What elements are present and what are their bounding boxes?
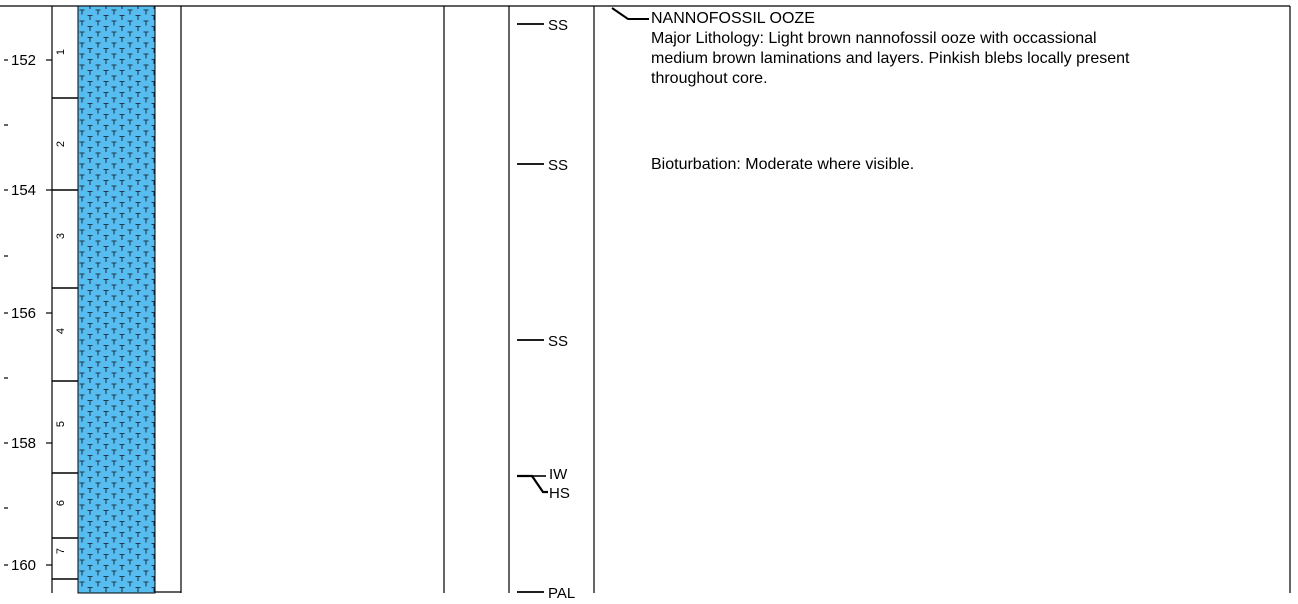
section-number-4: 4	[55, 328, 67, 334]
depth-label-156: 156	[11, 305, 36, 322]
section-number-2: 2	[55, 141, 67, 147]
section-number-6: 6	[55, 500, 67, 506]
section-numbers: 1 2 3 4 5 6 7	[55, 49, 67, 554]
description-heading: NANNOFOSSIL OOZE	[651, 10, 815, 27]
sample-label-hs: HS	[549, 485, 570, 502]
depth-labels: 152 154 156 158 160	[11, 52, 36, 574]
sample-label-ss-1: SS	[548, 17, 568, 34]
lithology-column	[77, 5, 156, 594]
section-number-1: 1	[55, 49, 67, 55]
section-number-7: 7	[55, 548, 67, 554]
major-lithology-line-2: medium brown laminations and layers. Pin…	[651, 50, 1130, 67]
depth-label-160: 160	[11, 557, 36, 574]
sample-label-ss-3: SS	[548, 333, 568, 350]
major-lithology-line-1: Major Lithology: Light brown nannofossil…	[651, 30, 1097, 47]
section-number-3: 3	[55, 233, 67, 239]
sample-label-pal: PAL	[548, 585, 575, 602]
depth-label-152: 152	[11, 52, 36, 69]
bioturbation-text: Bioturbation: Moderate where visible.	[651, 156, 915, 173]
frame	[0, 5, 1291, 593]
description-leader	[611, 7, 649, 20]
major-lithology-line-3: throughout core.	[651, 70, 768, 87]
depth-label-158: 158	[11, 435, 36, 452]
sample-markers: SS SS SS IW HS PAL	[517, 17, 575, 602]
section-number-5: 5	[55, 421, 67, 427]
sample-label-iw: IW	[549, 466, 568, 483]
depth-label-154: 154	[11, 182, 36, 199]
depth-ticks	[4, 59, 52, 566]
section-boundaries	[52, 97, 78, 580]
sample-label-ss-2: SS	[548, 157, 568, 174]
